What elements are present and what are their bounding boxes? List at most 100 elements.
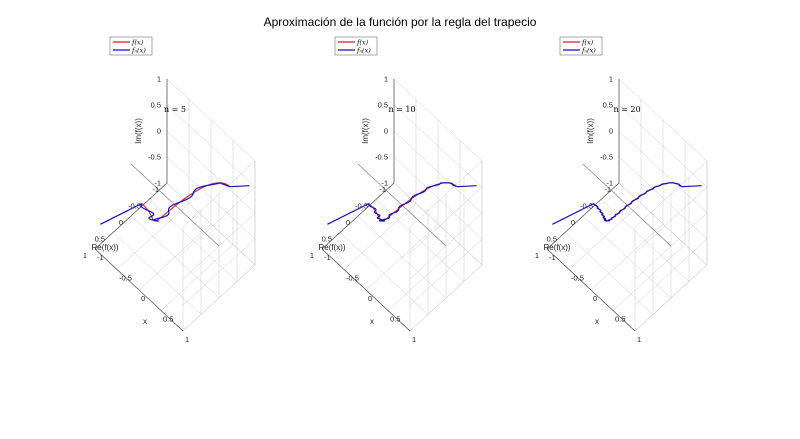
series-approx-line <box>140 182 231 222</box>
grid-line <box>166 104 256 188</box>
z-axis-label: Im(f(x)) <box>586 118 595 144</box>
x-axis-label: x <box>595 317 599 326</box>
grid-line <box>612 244 686 311</box>
z-tick-label: -1 <box>381 179 388 188</box>
series-approx-tail <box>229 185 250 188</box>
x-tick-label: 1 <box>185 335 189 344</box>
x-tick-label: -0.5 <box>119 274 132 283</box>
x-tick-label: -1 <box>97 253 104 262</box>
y-tick-label: -1 <box>379 185 386 194</box>
axis-line <box>546 248 636 332</box>
z-tick-label: 0.5 <box>151 101 161 110</box>
x-tick-label: 0.5 <box>615 315 625 324</box>
z-axis-label: Im(f(x)) <box>361 118 370 144</box>
grid-line <box>182 186 256 254</box>
grid-line <box>365 223 439 291</box>
legend: f(x)fₙ(x) <box>334 36 378 56</box>
grid-line <box>112 232 202 315</box>
y-tick-label: 0.5 <box>547 235 557 244</box>
grid-line <box>393 78 483 162</box>
x-tick-label: -1 <box>324 253 331 262</box>
series-approx-tail <box>681 185 702 188</box>
x-tick-label: 0.5 <box>163 315 173 324</box>
series-approx-tail <box>327 202 370 225</box>
axis-line <box>94 182 168 250</box>
z-tick-label: 0 <box>384 127 388 136</box>
z-tick-label: 0 <box>157 127 161 136</box>
figure-title: Aproximación de la función por la regla … <box>264 15 537 29</box>
grid-line <box>618 104 708 188</box>
y-tick-label: 1 <box>310 251 314 260</box>
z-tick-label: -0.5 <box>148 153 161 162</box>
grid-line <box>339 232 429 315</box>
axis-line <box>321 248 411 332</box>
z-tick-label: 1 <box>384 75 388 84</box>
series-approx-tail <box>552 202 595 225</box>
x-tick-label: 0 <box>368 294 372 303</box>
y-tick-label: 0.5 <box>322 235 332 244</box>
grid-line <box>618 78 708 162</box>
y-tick-label: -1 <box>152 185 159 194</box>
zero-line <box>130 163 220 247</box>
legend-label-approx: fₙ(x) <box>131 47 146 55</box>
y-tick-label: 0 <box>346 218 350 227</box>
subplot-title: n = 20 <box>613 105 640 114</box>
z-tick-label: -0.5 <box>375 153 388 162</box>
x-tick-label: 0 <box>593 294 597 303</box>
z-tick-label: -1 <box>154 179 161 188</box>
z-tick-label: 1 <box>157 75 161 84</box>
x-axis-label: x <box>143 317 147 326</box>
x-tick-label: 1 <box>637 335 641 344</box>
z-axis-label: Im(f(x)) <box>134 118 143 144</box>
legend-label-exact: f(x) <box>356 39 369 47</box>
z-tick-label: -0.5 <box>600 153 613 162</box>
y-tick-label: 1 <box>535 251 539 260</box>
grid-line <box>387 244 461 311</box>
y-tick-label: -0.5 <box>128 202 141 211</box>
series-approx-tail <box>100 202 143 225</box>
z-tick-label: 1 <box>609 75 613 84</box>
subplot-title: n = 10 <box>388 105 415 114</box>
series-approx-line <box>593 182 683 222</box>
y-tick-label: 1 <box>83 251 87 260</box>
legend: f(x)fₙ(x) <box>559 36 603 56</box>
z-tick-label: 0 <box>609 127 613 136</box>
grid-line <box>590 223 664 291</box>
y-axis-label: Re(f(x)) <box>318 243 345 252</box>
x-tick-label: -1 <box>549 253 556 262</box>
subplot-title: n = 5 <box>164 105 186 114</box>
grid-line <box>409 186 483 254</box>
z-tick-label: 0.5 <box>603 101 613 110</box>
grid-line <box>634 160 708 228</box>
series-approx-tail <box>456 185 477 188</box>
x-tick-label: 1 <box>412 335 416 344</box>
grid-line <box>564 232 654 315</box>
axis-line <box>321 182 395 250</box>
x-tick-label: 0 <box>141 294 145 303</box>
axis-line <box>94 248 184 332</box>
x-tick-label: -0.5 <box>571 274 584 283</box>
y-tick-label: -1 <box>604 185 611 194</box>
grid-line <box>393 104 483 188</box>
y-tick-label: 0.5 <box>95 235 105 244</box>
legend-label-approx: fₙ(x) <box>356 47 371 55</box>
legend: f(x)fₙ(x) <box>109 36 153 56</box>
subplot-n5: -1 -0.5 0 0.5 1 -1 -0.5 0 0.5 1 -1 -0.5 0 0.5 1 Im(f(x)… <box>83 36 256 344</box>
grid-line <box>634 264 708 332</box>
z-tick-label: 0.5 <box>378 101 388 110</box>
y-tick-label: -0.5 <box>355 202 368 211</box>
legend-label-exact: f(x) <box>581 39 594 47</box>
subplot-n20: -1 -0.5 0 0.5 1 -1 -0.5 0 0.5 1 -1 -0.5 0 0.5 1 Im(f(x)… <box>535 36 708 344</box>
grid-line <box>182 264 256 332</box>
x-tick-label: -0.5 <box>346 274 359 283</box>
legend-label-approx: fₙ(x) <box>581 47 596 55</box>
y-tick-label: -0.5 <box>580 202 593 211</box>
x-axis-label: x <box>370 317 374 326</box>
subplot-n10: -1 -0.5 0 0.5 1 -1 -0.5 0 0.5 1 -1 -0.5 0 0.5 1 Im(f(x)… <box>310 36 483 344</box>
grid-line <box>409 264 483 332</box>
grid-line <box>182 160 256 228</box>
grid-line <box>138 223 212 291</box>
legend-label-exact: f(x) <box>131 39 144 47</box>
z-tick-label: -1 <box>606 179 613 188</box>
